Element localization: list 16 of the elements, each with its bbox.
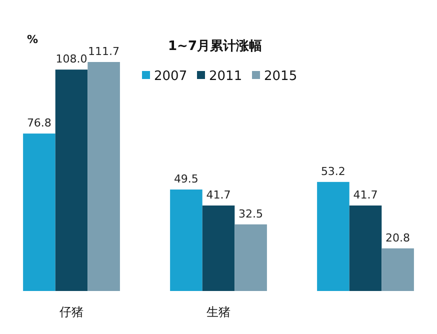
y-axis-title: % (27, 33, 38, 46)
data-label: 49.5 (174, 172, 198, 186)
x-tick-label: 生猪 (206, 305, 230, 319)
x-tick-label: 仔猪 (60, 305, 84, 319)
data-label: 76.8 (26, 116, 52, 130)
legend-label: 2007 (154, 69, 188, 84)
data-label: 108.0 (56, 52, 88, 66)
legend-label: 2011 (209, 69, 242, 84)
data-label: 53.2 (320, 164, 346, 178)
data-label: 20.8 (386, 231, 410, 244)
data-label: 111.7 (88, 45, 120, 58)
data-label: 41.7 (206, 188, 231, 202)
data-label: 32.5 (238, 207, 264, 220)
legend-label: 2015 (264, 69, 298, 84)
data-label: 41.7 (353, 188, 378, 202)
chart-title: 1~7月累计涨幅 (168, 39, 262, 54)
